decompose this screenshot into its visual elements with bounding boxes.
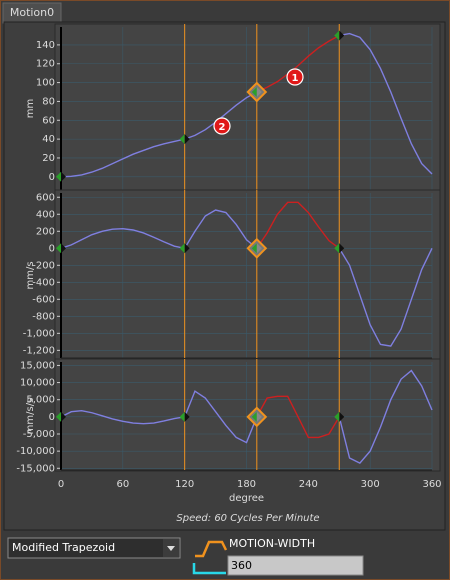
- point-right: [184, 134, 190, 145]
- y-tick-label: -10,000: [16, 446, 55, 457]
- point-right: [184, 411, 190, 422]
- speed-label: Speed: 60 Cycles Per Minute: [176, 513, 319, 524]
- y-tick-label: 40: [42, 134, 55, 145]
- point-left: [179, 411, 185, 422]
- y-tick-label: 15,000: [20, 360, 55, 371]
- width-icon: [192, 563, 226, 575]
- point-right: [256, 87, 262, 98]
- point-right: [61, 171, 66, 182]
- motion-curve: [60, 138, 185, 178]
- point-left: [56, 243, 61, 254]
- profile-value[interactable]: Modified Trapezoid: [12, 541, 115, 554]
- point-left: [179, 243, 185, 254]
- tab-label[interactable]: Motion0: [10, 6, 54, 19]
- x-tick-label: 240: [299, 479, 318, 490]
- point-left: [334, 243, 340, 254]
- y-tick-label: -1,000: [23, 328, 55, 339]
- y-tick-label: 0: [49, 172, 55, 183]
- dropdown-arrow: [167, 546, 175, 551]
- y-tick-label: 100: [36, 78, 55, 89]
- y-tick-label: 0: [49, 243, 55, 254]
- point-left: [251, 411, 257, 422]
- y-tick-label: 200: [36, 226, 55, 237]
- plot-area: [54, 189, 441, 360]
- x-tick-label: 0: [58, 479, 64, 490]
- motion-curve: [60, 409, 185, 425]
- point-left: [334, 30, 340, 41]
- y-tick-label: 80: [42, 96, 55, 107]
- x-tick-label: 360: [422, 479, 441, 490]
- annotation-badge: [213, 117, 231, 135]
- motion-curve: [184, 390, 258, 444]
- y-tick-label: 5,000: [26, 395, 55, 406]
- y-tick-label: -600: [32, 294, 55, 305]
- point-left: [334, 411, 340, 422]
- y-tick-label: -200: [32, 260, 55, 271]
- y-axis-label: mm/s: [25, 261, 36, 289]
- point-left: [251, 243, 257, 254]
- y-tick-label: -400: [32, 277, 55, 288]
- point-right: [184, 243, 190, 254]
- y-tick-label: 60: [42, 115, 55, 126]
- point-left: [179, 134, 185, 145]
- y-tick-label: -800: [32, 311, 55, 322]
- x-axis-label: degree: [229, 493, 264, 504]
- point-right: [256, 411, 262, 422]
- point-right: [61, 411, 66, 422]
- motion-width-label: MOTION-WIDTH: [229, 537, 315, 550]
- motion-width-input[interactable]: [227, 555, 364, 576]
- motion-curve: [339, 32, 433, 175]
- y-tick-label: -15,000: [16, 463, 55, 474]
- plot-area: [54, 23, 441, 192]
- annotation: 1: [292, 73, 299, 84]
- motion-width-value[interactable]: 360: [231, 559, 252, 572]
- point-right: [339, 30, 345, 41]
- point-left: [56, 171, 61, 182]
- profile-dropdown[interactable]: [7, 537, 181, 559]
- y-tick-label: 120: [36, 59, 55, 70]
- motion-curve: [60, 228, 185, 249]
- motion-curve: [338, 369, 433, 465]
- x-tick-label: 300: [361, 479, 380, 490]
- motion-curve: [338, 247, 433, 347]
- motion-curve: [256, 201, 340, 249]
- plot-area: [54, 358, 441, 472]
- x-tick-label: 120: [175, 479, 194, 490]
- y-tick-label: 0: [49, 412, 55, 423]
- point-right: [256, 243, 262, 254]
- point-left: [251, 87, 257, 98]
- motion-icon: [195, 540, 228, 558]
- y-tick-label: 400: [36, 209, 55, 220]
- point-right: [339, 243, 345, 254]
- point-right: [61, 243, 66, 254]
- motion-curve: [256, 395, 340, 439]
- y-tick-label: 600: [36, 192, 55, 203]
- y-tick-label: -1,200: [23, 345, 55, 356]
- y-tick-label: 140: [36, 40, 55, 51]
- point-right: [339, 411, 345, 422]
- y-axis-label: mm: [25, 99, 36, 118]
- x-tick-label: 60: [116, 479, 129, 490]
- motion-curve: [184, 209, 258, 249]
- annotation: 2: [219, 122, 226, 133]
- y-tick-label: 20: [42, 153, 55, 164]
- point-left: [56, 411, 61, 422]
- annotation-badge: [286, 68, 304, 86]
- y-tick-label: -5,000: [23, 429, 55, 440]
- x-tick-label: 180: [237, 479, 256, 490]
- y-axis-label: mm/s/s: [25, 398, 36, 435]
- motion-curve: [256, 34, 340, 93]
- y-tick-label: 10,000: [20, 378, 55, 389]
